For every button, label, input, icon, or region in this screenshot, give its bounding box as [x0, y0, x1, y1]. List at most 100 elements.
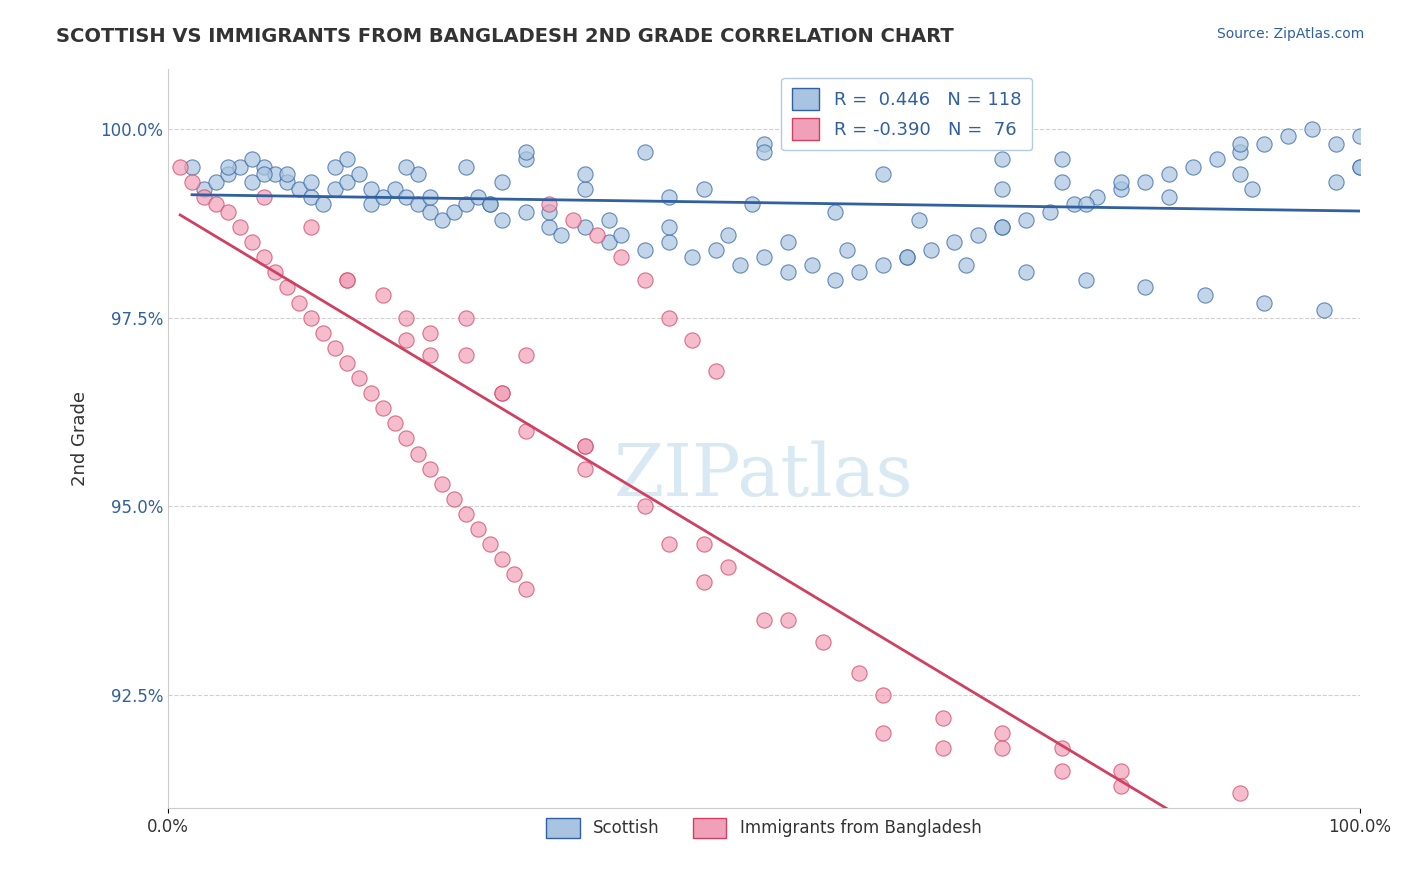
- Point: [991, 182, 1014, 196]
- Point: [598, 212, 620, 227]
- Point: [538, 220, 561, 235]
- Point: [693, 537, 716, 551]
- Point: [538, 197, 561, 211]
- Point: [586, 227, 609, 242]
- Point: [920, 243, 942, 257]
- Point: [658, 310, 681, 325]
- Point: [408, 197, 430, 211]
- Point: [991, 726, 1014, 740]
- Point: [574, 439, 596, 453]
- Point: [205, 197, 228, 211]
- Point: [467, 522, 489, 536]
- Point: [693, 574, 716, 589]
- Point: [217, 167, 239, 181]
- Legend: Scottish, Immigrants from Bangladesh: Scottish, Immigrants from Bangladesh: [540, 811, 988, 845]
- Point: [752, 613, 775, 627]
- Point: [371, 401, 394, 416]
- Point: [1313, 303, 1336, 318]
- Point: [515, 205, 537, 219]
- Point: [478, 537, 501, 551]
- Point: [336, 273, 359, 287]
- Point: [252, 250, 274, 264]
- Point: [1229, 136, 1251, 151]
- Point: [1050, 152, 1073, 166]
- Point: [658, 537, 681, 551]
- Point: [454, 160, 477, 174]
- Point: [419, 461, 441, 475]
- Point: [574, 182, 596, 196]
- Point: [336, 356, 359, 370]
- Point: [454, 310, 477, 325]
- Point: [288, 295, 311, 310]
- Point: [1253, 136, 1275, 151]
- Point: [395, 190, 418, 204]
- Point: [907, 212, 929, 227]
- Point: [896, 250, 918, 264]
- Point: [276, 175, 298, 189]
- Point: [610, 227, 633, 242]
- Point: [896, 250, 918, 264]
- Point: [299, 310, 322, 325]
- Point: [1229, 786, 1251, 800]
- Point: [658, 235, 681, 249]
- Point: [1301, 122, 1323, 136]
- Point: [323, 160, 346, 174]
- Point: [824, 273, 846, 287]
- Text: ZIPatlas: ZIPatlas: [614, 441, 914, 511]
- Point: [1133, 175, 1156, 189]
- Point: [752, 250, 775, 264]
- Point: [299, 190, 322, 204]
- Point: [813, 635, 835, 649]
- Point: [478, 197, 501, 211]
- Point: [1157, 167, 1180, 181]
- Point: [681, 334, 703, 348]
- Text: SCOTTISH VS IMMIGRANTS FROM BANGLADESH 2ND GRADE CORRELATION CHART: SCOTTISH VS IMMIGRANTS FROM BANGLADESH 2…: [56, 27, 955, 45]
- Point: [550, 227, 572, 242]
- Point: [872, 726, 894, 740]
- Point: [931, 741, 953, 756]
- Point: [384, 182, 406, 196]
- Point: [991, 741, 1014, 756]
- Point: [419, 190, 441, 204]
- Point: [491, 175, 513, 189]
- Point: [360, 386, 382, 401]
- Point: [634, 500, 657, 514]
- Point: [741, 197, 763, 211]
- Point: [1050, 175, 1073, 189]
- Point: [240, 152, 263, 166]
- Point: [598, 235, 620, 249]
- Point: [752, 145, 775, 159]
- Point: [515, 145, 537, 159]
- Point: [264, 265, 287, 279]
- Point: [1087, 190, 1109, 204]
- Point: [610, 250, 633, 264]
- Point: [1109, 175, 1132, 189]
- Point: [252, 190, 274, 204]
- Point: [1109, 764, 1132, 778]
- Point: [502, 567, 524, 582]
- Point: [837, 243, 859, 257]
- Point: [443, 491, 465, 506]
- Point: [408, 446, 430, 460]
- Point: [205, 175, 228, 189]
- Point: [1277, 129, 1299, 144]
- Point: [574, 439, 596, 453]
- Point: [717, 559, 740, 574]
- Point: [1074, 273, 1097, 287]
- Point: [872, 167, 894, 181]
- Point: [299, 220, 322, 235]
- Point: [991, 220, 1014, 235]
- Point: [395, 432, 418, 446]
- Point: [931, 711, 953, 725]
- Point: [1109, 779, 1132, 793]
- Point: [1324, 136, 1347, 151]
- Point: [491, 212, 513, 227]
- Point: [693, 182, 716, 196]
- Point: [252, 167, 274, 181]
- Point: [538, 205, 561, 219]
- Point: [264, 167, 287, 181]
- Point: [848, 665, 870, 680]
- Point: [658, 190, 681, 204]
- Point: [240, 175, 263, 189]
- Point: [217, 205, 239, 219]
